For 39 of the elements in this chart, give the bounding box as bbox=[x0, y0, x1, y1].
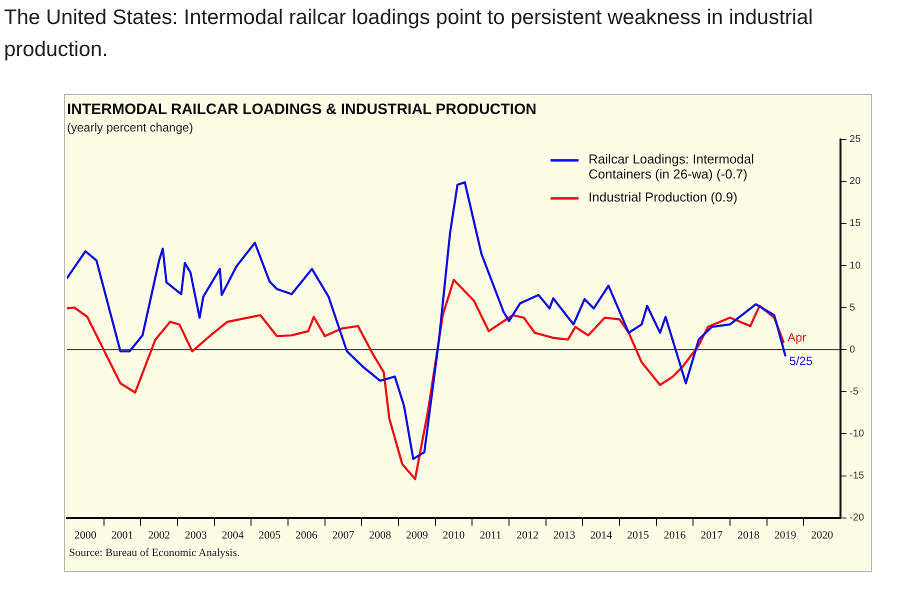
x-tick-label: 2010 bbox=[442, 529, 466, 542]
y-tick-label: 0 bbox=[850, 344, 856, 356]
annotation: Apr bbox=[787, 330, 806, 344]
y-tick-label: -5 bbox=[850, 386, 859, 398]
x-tick-label: 2005 bbox=[258, 529, 282, 542]
y-tick-label: 25 bbox=[850, 134, 862, 146]
legend-label: Railcar Loadings: Intermodal Containers (in 26-wa) (-0.7) bbox=[588, 151, 754, 182]
x-tick-label: 2019 bbox=[774, 529, 797, 542]
y-tick-label: 10 bbox=[850, 260, 862, 272]
x-tick-label: 2017 bbox=[700, 529, 724, 542]
y-tick-label: -10 bbox=[850, 428, 864, 440]
source-note: Source: Bureau of Economic Analysis. bbox=[69, 547, 240, 559]
x-tick-label: 2020 bbox=[811, 529, 834, 542]
x-tick-label: 2012 bbox=[516, 529, 538, 542]
x-tick-label: 2001 bbox=[111, 529, 134, 542]
annotation: 5/25 bbox=[789, 354, 813, 368]
x-tick-label: 2011 bbox=[480, 529, 502, 542]
y-tick-label: -15 bbox=[850, 470, 864, 482]
x-tick-label: 2003 bbox=[184, 529, 208, 542]
text: The United States: Intermodal railcar loadings point to persistent weakness in industrial production. bbox=[4, 5, 814, 63]
x-tick-label: 2004 bbox=[222, 529, 244, 542]
x-tick-label: 2015 bbox=[626, 529, 650, 542]
x-tick-label: 2018 bbox=[737, 529, 760, 542]
x-tick-label: 2006 bbox=[295, 529, 318, 542]
x-tick-label: 2007 bbox=[332, 529, 355, 542]
x-tick-label: 2002 bbox=[148, 529, 170, 542]
y-tick-label: 15 bbox=[850, 218, 862, 230]
chart-subtitle: (yearly percent change) bbox=[67, 120, 194, 135]
chart-title: INTERMODAL RAILCAR LOADINGS & INDUSTRIAL PRODUCTION bbox=[67, 101, 536, 118]
x-tick-label: 2008 bbox=[369, 529, 392, 542]
x-tick-label: 2014 bbox=[590, 529, 613, 542]
x-tick-label: 2009 bbox=[406, 529, 428, 542]
y-tick-label: 5 bbox=[850, 302, 856, 314]
x-tick-label: 2016 bbox=[664, 529, 686, 542]
y-tick-label: 20 bbox=[850, 176, 862, 188]
legend-label: Industrial Production (0.9) bbox=[588, 189, 738, 204]
y-tick-label: -20 bbox=[850, 512, 864, 524]
x-tick-label: 2000 bbox=[74, 529, 97, 542]
x-tick-label: 2013 bbox=[553, 529, 576, 542]
